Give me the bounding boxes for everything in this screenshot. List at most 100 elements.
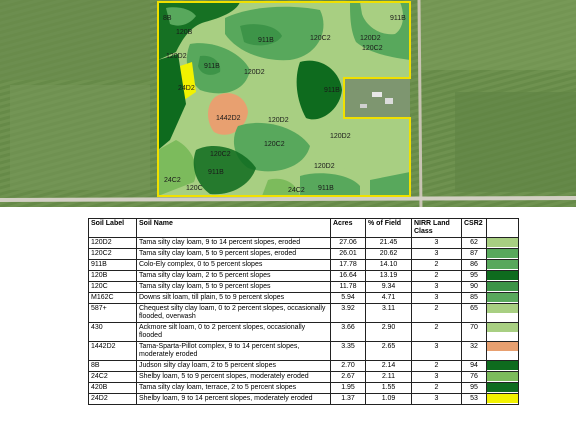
map-label: 120C2 (264, 141, 285, 148)
map-label: 120D2 (166, 53, 187, 60)
farmstead-cutout (344, 78, 410, 118)
table-row: 120D2 Tama silty clay loam, 9 to 14 perce… (88, 237, 519, 249)
aerial-field-southwest (10, 85, 150, 190)
color-swatch (487, 271, 518, 280)
field-boundary-outline (157, 1, 411, 197)
cell-nirr-class: 2 (411, 259, 462, 271)
soil-table: Soil Label Soil Name Acres % of Field NI… (88, 218, 519, 405)
cell-soil-label: 120B (88, 270, 137, 282)
cell-nirr-class: 3 (411, 341, 462, 361)
map-label: 911B (204, 63, 220, 70)
table-row: 120B Tama silty clay loam, 2 to 5 percent… (88, 270, 519, 282)
cell-color-swatch (486, 237, 519, 249)
map-labels: 8B 120B 120D2 911B 911B 120C2 120C2 911B… (163, 15, 406, 194)
cell-nirr-class: 2 (411, 303, 462, 323)
farm-building-2 (385, 98, 393, 104)
soil-table-container: Soil Label Soil Name Acres % of Field NI… (88, 218, 519, 405)
color-swatch (487, 282, 518, 291)
soil-unit-911B-southeast (370, 172, 410, 196)
header-soil-label: Soil Label (88, 218, 137, 238)
cell-acres: 27.06 (330, 237, 366, 249)
cell-soil-name: Tama-Sparta-Pillot complex, 9 to 14 perc… (136, 341, 331, 361)
cell-color-swatch (486, 270, 519, 282)
cell-color-swatch (486, 259, 519, 271)
cell-csr2: 32 (461, 341, 487, 361)
soil-unit-1442D2 (208, 93, 248, 135)
cell-nirr-class: 2 (411, 382, 462, 394)
color-swatch (487, 249, 518, 258)
header-soil-name: Soil Name (136, 218, 331, 238)
cell-soil-label: 420B (88, 382, 137, 394)
farm-building-1 (372, 92, 382, 97)
cell-color-swatch (486, 303, 519, 323)
cell-soil-name: Tama silty clay loam, 5 to 9 percent slo… (136, 248, 331, 260)
cell-percent-field: 2.14 (365, 360, 412, 372)
cell-csr2: 87 (461, 248, 487, 260)
table-row: 430 Ackmore silt loam, 0 to 2 percent slo… (88, 322, 519, 342)
map-label: 24D2 (178, 85, 195, 92)
map-label: 120C2 (310, 35, 331, 42)
cell-percent-field: 14.10 (365, 259, 412, 271)
cell-acres: 2.70 (330, 360, 366, 372)
cell-acres: 3.92 (330, 303, 366, 323)
table-row: 24D2 Shelby loam, 9 to 14 percent slopes,… (88, 393, 519, 405)
cell-soil-label: 120D2 (88, 237, 137, 249)
cell-soil-name: Downs silt loam, till plain, 5 to 9 perc… (136, 292, 331, 304)
cell-csr2: 86 (461, 259, 487, 271)
map-label: 8B (163, 15, 172, 22)
cell-csr2: 94 (461, 360, 487, 372)
cell-nirr-class: 2 (411, 322, 462, 342)
aerial-field-west (0, 0, 150, 80)
map-label: 911B (390, 15, 406, 22)
soil-unit-911B-south (300, 173, 360, 196)
cell-acres: 17.78 (330, 259, 366, 271)
color-swatch (487, 394, 518, 403)
soil-unit-24C2-southwest (158, 140, 196, 196)
cell-color-swatch (486, 393, 519, 405)
table-row: 120C Tama silty clay loam, 5 to 9 percent… (88, 281, 519, 293)
cell-soil-name: Tama silty clay loam, 2 to 5 percent slo… (136, 270, 331, 282)
header-csr2: CSR2 (461, 218, 487, 238)
table-row: 911B Colo-Ely complex, 0 to 5 percent slo… (88, 259, 519, 271)
header-color (486, 218, 519, 238)
soil-unit-24C2-south (262, 178, 300, 196)
cell-nirr-class: 3 (411, 393, 462, 405)
header-percent-field: % of Field (365, 218, 412, 238)
cell-percent-field: 2.65 (365, 341, 412, 361)
cell-csr2: 95 (461, 382, 487, 394)
cell-color-swatch (486, 360, 519, 372)
soil-unit-120C-east (296, 60, 342, 120)
cell-acres: 2.67 (330, 371, 366, 383)
cell-acres: 1.37 (330, 393, 366, 405)
color-swatch (487, 372, 518, 381)
cell-soil-name: Colo-Ely complex, 0 to 5 percent slopes (136, 259, 331, 271)
soil-unit-911B-north (240, 24, 282, 46)
aerial-road-horizontal (0, 196, 576, 202)
cell-soil-name: Judson silty clay loam, 2 to 5 percent s… (136, 360, 331, 372)
cell-percent-field: 1.09 (365, 393, 412, 405)
header-nirr-class: NIRR Land Class (411, 218, 462, 238)
cell-acres: 3.66 (330, 322, 366, 342)
soil-unit-120C2-south (233, 122, 310, 172)
cell-nirr-class: 3 (411, 371, 462, 383)
cell-color-swatch (486, 341, 519, 361)
map-label: 1442D2 (216, 115, 241, 122)
aerial-field-east (420, 0, 576, 70)
cell-percent-field: 2.11 (365, 371, 412, 383)
map-label: 120D2 (314, 163, 335, 170)
cell-csr2: 62 (461, 237, 487, 249)
cell-acres: 1.95 (330, 382, 366, 394)
cell-acres: 16.64 (330, 270, 366, 282)
cell-soil-label: 120C2 (88, 248, 137, 260)
cell-nirr-class: 3 (411, 292, 462, 304)
table-body: 120D2 Tama silty clay loam, 9 to 14 perce… (88, 237, 519, 405)
cell-percent-field: 9.34 (365, 281, 412, 293)
cell-soil-name: Tama silty clay loam, 5 to 9 percent slo… (136, 281, 331, 293)
soil-unit-120B-west (158, 54, 186, 150)
table-row: 420B Tama silty clay loam, terrace, 2 to … (88, 382, 519, 394)
cell-soil-name: Chequest silty clay loam, 0 to 2 percent… (136, 303, 331, 323)
cell-color-swatch (486, 371, 519, 383)
map-label: 120D2 (244, 69, 265, 76)
map-label: 24C2 (164, 177, 181, 184)
color-swatch (487, 293, 518, 302)
